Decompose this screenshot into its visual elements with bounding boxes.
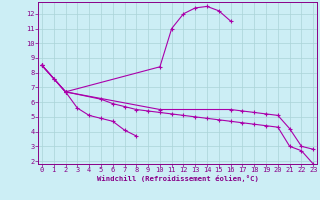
- X-axis label: Windchill (Refroidissement éolien,°C): Windchill (Refroidissement éolien,°C): [97, 175, 259, 182]
